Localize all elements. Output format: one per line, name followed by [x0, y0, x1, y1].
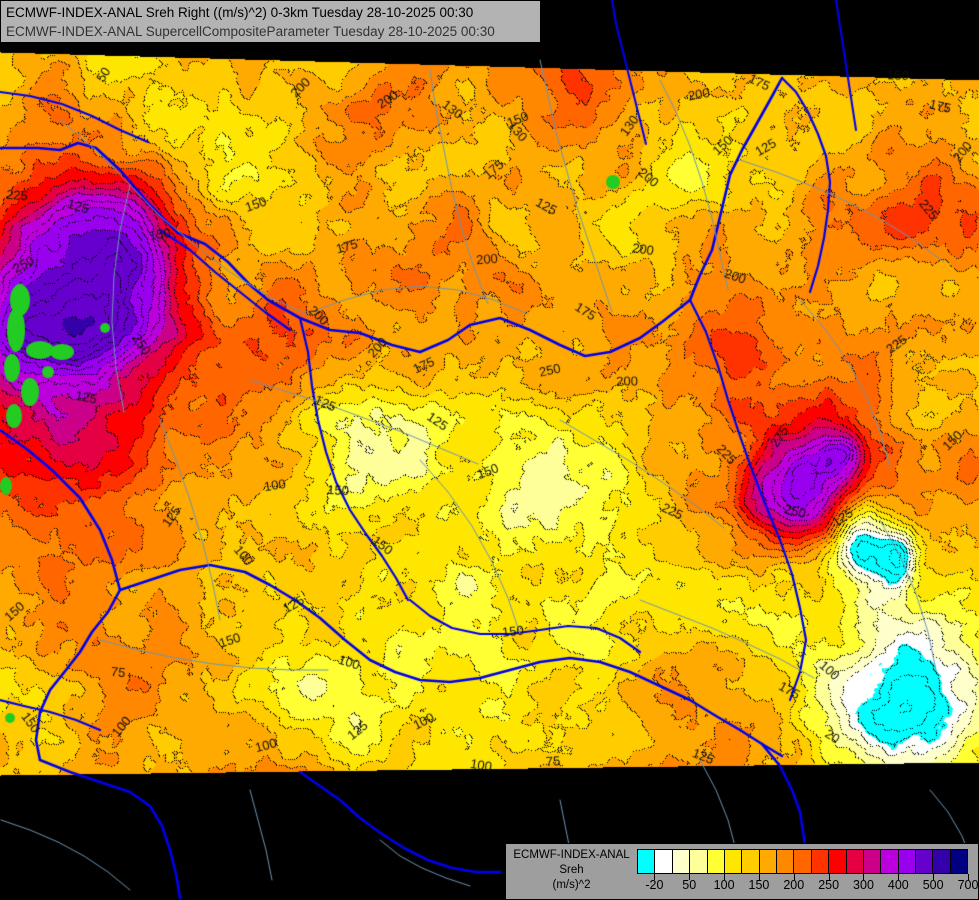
legend-tick-mark-4: [793, 874, 795, 880]
legend-swatch-5: [724, 850, 743, 873]
legend-swatch-10: [811, 850, 830, 873]
legend-tick-mark-9: [968, 874, 969, 880]
legend-tick-label-6: 300: [853, 878, 874, 892]
map-title-line-1: ECMWF-INDEX-ANAL Sreh Right ((m/s)^2) 0-…: [6, 5, 474, 20]
legend-swatch-13: [863, 850, 882, 873]
legend-title-block: ECMWF-INDEX-ANAL Sreh (m/s)^2: [506, 844, 637, 893]
legend-tick-label-4: 200: [783, 878, 805, 892]
legend-title-line-2: Sreh: [559, 864, 584, 876]
legend-swatch-9: [794, 850, 812, 873]
legend-tick-mark-5: [828, 874, 830, 880]
legend-tick-mark-2: [724, 874, 726, 880]
legend-tick-label-9: 700: [957, 878, 979, 892]
legend-tick-label-8: 500: [922, 878, 944, 892]
legend-scale-area: -20 50 100 150 200 250 300 400 500 700: [637, 844, 978, 898]
legend-swatch-12: [846, 850, 864, 873]
legend-tick-mark-8: [933, 874, 935, 880]
legend-title-line-3: (m/s)^2: [552, 879, 591, 891]
legend-swatch-18: [950, 850, 968, 873]
legend-swatch-11: [829, 850, 847, 873]
legend-swatch-8: [777, 850, 795, 873]
legend-tick-mark-1: [689, 874, 691, 880]
legend-title-line-1: ECMWF-INDEX-ANAL: [513, 849, 630, 861]
legend-tick-mark-0: [654, 874, 656, 880]
legend-tick-labels: -20 50 100 150 200 250 300 400 500 700: [637, 874, 978, 898]
legend-tick-label-0: -20: [645, 878, 664, 892]
map-title-line-2: ECMWF-INDEX-ANAL SupercellCompositeParam…: [6, 24, 495, 39]
legend-swatch-2: [672, 850, 691, 873]
legend-swatch-15: [898, 850, 916, 873]
legend-tick-label-1: 50: [682, 878, 697, 892]
legend-swatch-6: [742, 850, 760, 873]
legend-swatch-14: [881, 850, 899, 873]
legend-color-swatches: [637, 849, 968, 874]
color-scale-legend: ECMWF-INDEX-ANAL Sreh (m/s)^2 -20 50 100 15…: [505, 843, 979, 900]
map-title-box: ECMWF-INDEX-ANAL Sreh Right ((m/s)^2) 0-…: [0, 0, 541, 43]
legend-tick-label-7: 400: [887, 878, 909, 892]
legend-tick-label-2: 100: [713, 878, 735, 892]
legend-swatch-16: [916, 850, 934, 873]
legend-swatch-0: [638, 850, 656, 873]
legend-swatch-1: [655, 850, 673, 873]
legend-swatch-4: [707, 850, 725, 873]
legend-tick-mark-6: [863, 874, 865, 880]
legend-swatch-7: [759, 850, 777, 873]
legend-tick-label-3: 150: [748, 878, 770, 892]
legend-tick-mark-3: [758, 874, 760, 880]
legend-tick-mark-7: [898, 874, 900, 880]
legend-swatch-17: [933, 850, 951, 873]
legend-swatch-3: [690, 850, 708, 873]
legend-tick-label-5: 250: [818, 878, 840, 892]
